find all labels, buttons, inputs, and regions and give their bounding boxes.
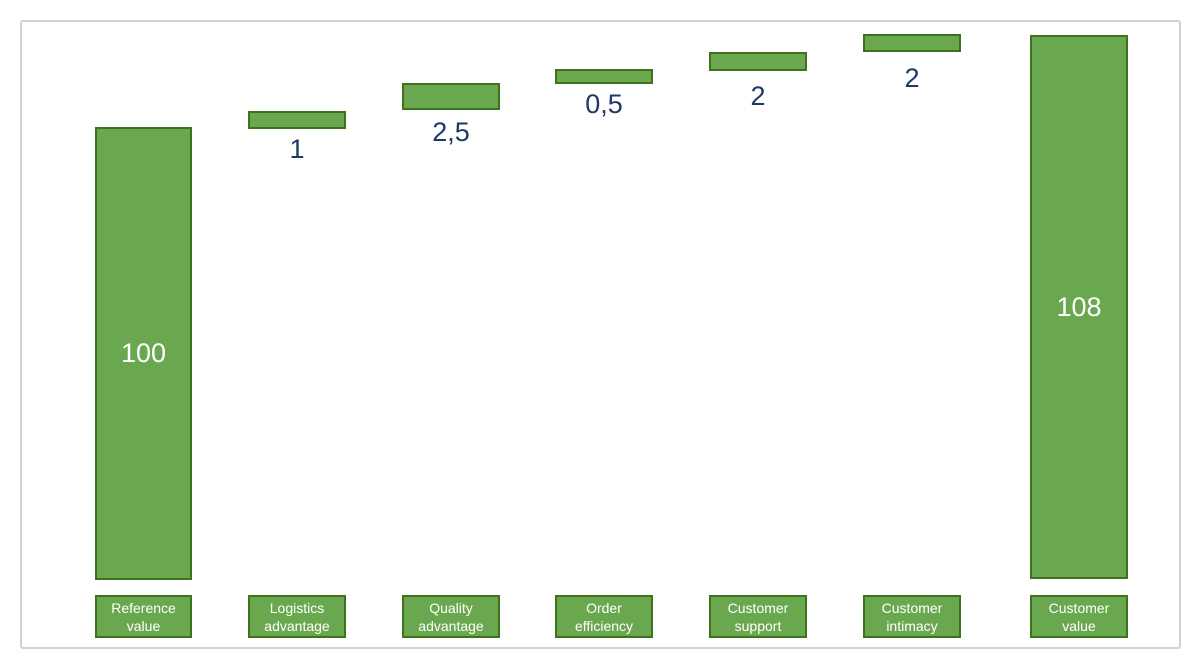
category-label-customer-value: Customer value	[1030, 595, 1128, 638]
bar-customer-intimacy	[863, 34, 961, 52]
category-label-logistics-advantage: Logistics advantage	[248, 595, 346, 638]
category-label-order-efficiency: Order efficiency	[555, 595, 653, 638]
bar-value-label: 100	[120, 338, 167, 368]
bar-value-label: 2,5	[432, 117, 470, 147]
bar-value-label: 0,5	[585, 89, 623, 119]
bar-customer-support	[709, 52, 807, 71]
category-label-text: Quality advantage	[418, 599, 484, 634]
bar-reference-value: 100	[95, 127, 192, 580]
category-label-quality-advantage: Quality advantage	[402, 595, 500, 638]
bar-value-label: 2	[904, 63, 920, 93]
category-label-text: Customer support	[727, 599, 789, 634]
category-label-text: Reference value	[111, 599, 176, 634]
category-label-customer-support: Customer support	[709, 595, 807, 638]
category-label-customer-intimacy: Customer intimacy	[863, 595, 961, 638]
bar-quality-advantage	[402, 83, 500, 110]
bar-value-label: 1	[289, 134, 305, 164]
bar-order-efficiency	[555, 69, 653, 84]
chart-frame	[20, 20, 1181, 649]
category-label-text: Order efficiency	[574, 599, 634, 634]
category-label-text: Logistics advantage	[264, 599, 330, 634]
bar-value-label: 2	[750, 81, 766, 111]
category-label-reference-value: Reference value	[95, 595, 192, 638]
bar-value-label: 108	[1056, 291, 1102, 322]
category-label-text: Customer value	[1048, 599, 1110, 634]
bar-customer-value: 108	[1030, 35, 1128, 579]
bar-logistics-advantage	[248, 111, 346, 129]
category-label-text: Customer intimacy	[881, 599, 943, 634]
